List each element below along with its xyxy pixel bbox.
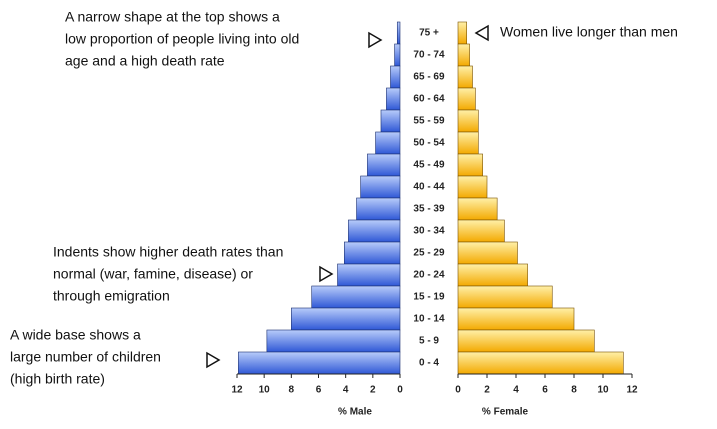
bar <box>457 131 479 155</box>
x-tick-label: 2 <box>484 385 490 396</box>
bar <box>457 351 624 375</box>
bar <box>457 21 467 45</box>
x-tick-label: 6 <box>316 385 322 396</box>
annotation: through emigration <box>53 288 170 304</box>
bar <box>266 329 401 353</box>
category-label: 15 - 19 <box>413 292 445 303</box>
bar <box>457 87 476 111</box>
bar <box>457 329 595 353</box>
bar <box>457 219 505 243</box>
x-tick-label: 4 <box>343 385 349 396</box>
bar <box>356 197 401 221</box>
x-tick-label: 8 <box>571 385 577 396</box>
category-label: 70 - 74 <box>413 50 445 61</box>
annotation: large number of children <box>10 349 161 365</box>
annotation: A wide base shows a <box>10 327 141 343</box>
axis-label: % Female <box>482 407 529 418</box>
bar <box>457 109 479 133</box>
category-label: 50 - 54 <box>413 138 445 149</box>
arrow <box>474 24 489 42</box>
arrow <box>206 351 221 369</box>
bar <box>457 175 488 199</box>
x-tick-label: 12 <box>626 385 638 396</box>
category-label: 60 - 64 <box>413 94 445 105</box>
category-label: 35 - 39 <box>413 204 445 215</box>
x-tick-label: 6 <box>542 385 548 396</box>
x-tick-label: 10 <box>597 385 609 396</box>
bar <box>457 241 518 265</box>
annotation: low proportion of people living into old <box>65 31 299 47</box>
bar <box>344 241 401 265</box>
annotation: Indents show higher death rates than <box>53 244 283 260</box>
bar <box>394 43 401 67</box>
bar <box>291 307 401 331</box>
category-label: 65 - 69 <box>413 72 445 83</box>
bar <box>375 131 401 155</box>
bar <box>457 43 470 67</box>
bar <box>457 307 575 331</box>
bar <box>348 219 401 243</box>
annotation: age and a high death rate <box>65 53 225 69</box>
category-label: 25 - 29 <box>413 248 445 259</box>
x-tick-label: 4 <box>513 385 519 396</box>
category-label: 0 - 4 <box>419 358 439 369</box>
x-tick-label: 2 <box>370 385 376 396</box>
annotation: normal (war, famine, disease) or <box>53 266 253 282</box>
category-label: 45 - 49 <box>413 160 445 171</box>
category-label: 75 + <box>419 28 439 39</box>
bar <box>457 65 473 89</box>
x-tick-label: 0 <box>455 385 461 396</box>
arrow <box>319 265 334 283</box>
bar <box>337 263 401 287</box>
bar <box>457 153 483 177</box>
axis-label: % Male <box>338 407 372 418</box>
bar <box>311 285 401 309</box>
category-label: 10 - 14 <box>413 314 445 325</box>
category-label: 30 - 34 <box>413 226 445 237</box>
annotation: A narrow shape at the top shows a <box>65 9 280 25</box>
x-tick-label: 8 <box>289 385 295 396</box>
bar <box>390 65 401 89</box>
x-tick-label: 10 <box>259 385 271 396</box>
bar <box>396 21 401 45</box>
bar <box>457 285 553 309</box>
bar <box>380 109 401 133</box>
bar <box>386 87 401 111</box>
category-label: 20 - 24 <box>413 270 445 281</box>
bar <box>238 351 401 375</box>
bar <box>457 263 528 287</box>
annotation: (high birth rate) <box>10 371 105 387</box>
bar <box>457 197 498 221</box>
bar <box>367 153 401 177</box>
category-label: 5 - 9 <box>419 336 439 347</box>
category-label: 40 - 44 <box>413 182 445 193</box>
x-tick-label: 0 <box>397 385 403 396</box>
annotation: Women live longer than men <box>500 24 678 40</box>
arrow <box>368 31 383 49</box>
category-label: 55 - 59 <box>413 116 445 127</box>
bar <box>360 175 401 199</box>
x-tick-label: 12 <box>231 385 243 396</box>
